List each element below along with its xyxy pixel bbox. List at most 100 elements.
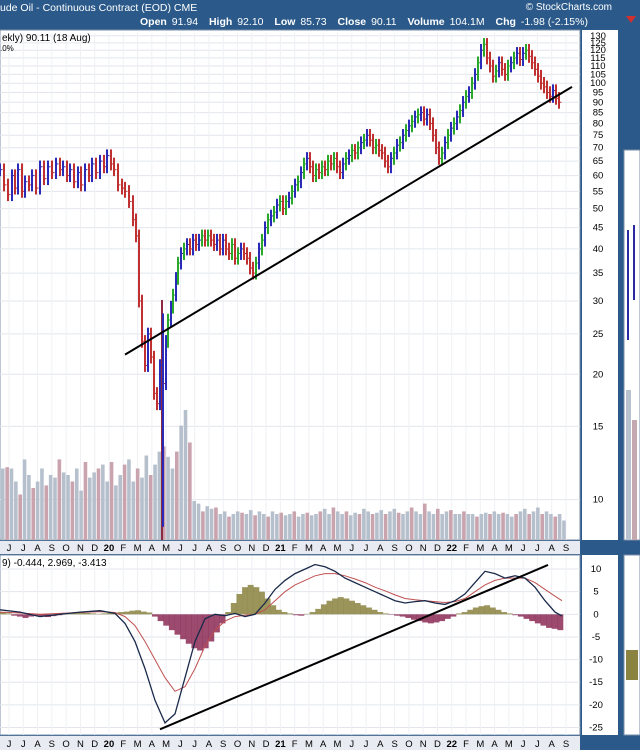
volume-bar bbox=[518, 511, 523, 540]
volume-bar bbox=[231, 514, 236, 540]
x-tick-label: F bbox=[463, 739, 469, 750]
volume-bar bbox=[240, 512, 244, 540]
macd-histogram-bar bbox=[506, 613, 513, 615]
macd-histogram-bar bbox=[512, 614, 519, 616]
macd-histogram-bar bbox=[152, 614, 158, 617]
x-tick-label: S bbox=[563, 739, 569, 750]
macd-histogram-bar bbox=[478, 606, 485, 615]
x-tick-label: N bbox=[420, 739, 427, 750]
volume-bar bbox=[288, 514, 292, 540]
price-y-axis: 1015202530354045505560657075808590951001… bbox=[590, 31, 606, 506]
quote-bar: Open 91.94 High 92.10 Low 85.73 Close 90… bbox=[140, 16, 596, 28]
volume-label: Volume bbox=[407, 16, 445, 28]
volume-bar bbox=[292, 511, 297, 540]
macd-histogram-bar bbox=[365, 607, 372, 615]
macd-histogram-bar bbox=[371, 609, 378, 615]
macd-tick-label: 0 bbox=[593, 609, 598, 620]
side-macd-bar bbox=[626, 650, 638, 680]
macd-tick-label: -20 bbox=[589, 700, 603, 711]
x-axis-bar-1 bbox=[0, 541, 580, 554]
macd-histogram-bar bbox=[202, 614, 209, 649]
macd-histogram-bar bbox=[309, 612, 316, 615]
macd-panel bbox=[0, 554, 581, 736]
macd-histogram-bar bbox=[410, 614, 417, 620]
macd-histogram-bar bbox=[197, 614, 203, 651]
x-tick-label: D bbox=[263, 543, 270, 554]
volume-bar bbox=[70, 481, 75, 540]
x-tick-label: A bbox=[320, 543, 327, 554]
price-gridlines bbox=[0, 33, 580, 540]
volume-bar bbox=[53, 477, 57, 540]
volume-bar bbox=[66, 475, 70, 540]
macd-histogram-bar bbox=[258, 591, 265, 615]
high-value: 92.10 bbox=[237, 16, 264, 28]
x-tick-label: A bbox=[549, 739, 556, 750]
macd-histogram-bar bbox=[461, 612, 468, 615]
volume-bar bbox=[175, 451, 179, 540]
volume-bar bbox=[57, 459, 62, 540]
dropdown-arrow-icon[interactable] bbox=[626, 16, 636, 23]
price-tick-label: 50 bbox=[593, 204, 604, 215]
volume-bar bbox=[9, 468, 14, 540]
x-tick-label: S bbox=[220, 543, 226, 554]
volume-bar bbox=[122, 464, 127, 540]
macd-histogram-bar bbox=[320, 604, 327, 615]
macd-tick-label: 10 bbox=[591, 564, 602, 575]
volume-bar bbox=[366, 511, 370, 540]
volume-bar bbox=[205, 506, 210, 540]
price-tick-label: 10 bbox=[593, 495, 604, 506]
volume-bar bbox=[527, 514, 531, 540]
macd-tick-label: -15 bbox=[589, 677, 603, 688]
macd-histogram-bar bbox=[213, 614, 220, 633]
x-tick-label: A bbox=[377, 543, 384, 554]
chg-label: Chg bbox=[495, 16, 516, 28]
price-panel bbox=[0, 29, 581, 541]
x-tick-label: S bbox=[391, 543, 397, 554]
volume-bar bbox=[470, 514, 475, 540]
volume-bar bbox=[74, 468, 79, 540]
x-tick-label: 22 bbox=[446, 739, 457, 750]
macd-histogram-bar bbox=[146, 612, 153, 615]
price-tick-label: 125 bbox=[590, 38, 606, 49]
x-tick-label: M bbox=[476, 543, 484, 554]
macd-histogram-bar bbox=[5, 613, 12, 615]
volume-bar bbox=[422, 503, 427, 540]
price-tick-label: 80 bbox=[593, 119, 604, 130]
x-tick-label: N bbox=[420, 543, 427, 554]
x-tick-label: A bbox=[34, 543, 41, 554]
x-tick-label: S bbox=[49, 739, 55, 750]
volume-bar bbox=[353, 512, 357, 540]
volume-bar bbox=[170, 468, 175, 540]
macd-histogram-bar bbox=[501, 612, 507, 615]
volume-bar bbox=[27, 475, 31, 540]
macd-histogram-bar bbox=[456, 613, 462, 615]
volume-bar bbox=[148, 475, 153, 540]
volume-bar bbox=[262, 514, 266, 540]
x-tick-label: M bbox=[162, 739, 170, 750]
side-panel-bottom bbox=[623, 554, 640, 736]
macd-histogram-bar bbox=[208, 614, 215, 642]
volume-bar bbox=[440, 514, 444, 540]
x-tick-label: J bbox=[349, 543, 354, 554]
macd-tick-label: -25 bbox=[589, 722, 603, 733]
macd-histogram-bar bbox=[343, 598, 350, 615]
macd-histogram-bar bbox=[219, 614, 226, 624]
macd-histogram-bar bbox=[270, 605, 277, 615]
macd-histogram-bar bbox=[135, 610, 142, 615]
open-value: 91.94 bbox=[171, 16, 199, 28]
volume-bar bbox=[35, 481, 40, 540]
x-tick-label: M bbox=[134, 739, 142, 750]
x-tick-label: 21 bbox=[275, 543, 286, 554]
volume-bar bbox=[301, 514, 305, 540]
volume-bar bbox=[483, 512, 488, 540]
volume-bar bbox=[157, 451, 162, 540]
price-tick-label: 70 bbox=[593, 143, 604, 154]
volume-bar bbox=[314, 514, 318, 540]
volume-bar bbox=[275, 514, 279, 540]
macd-histogram-bar bbox=[540, 614, 547, 626]
macd-histogram-bar bbox=[292, 614, 299, 616]
macd-histogram-bar bbox=[28, 614, 35, 617]
price-tick-label: 40 bbox=[593, 244, 604, 255]
x-tick-label: A bbox=[549, 543, 556, 554]
macd-histogram-bar bbox=[101, 613, 108, 615]
